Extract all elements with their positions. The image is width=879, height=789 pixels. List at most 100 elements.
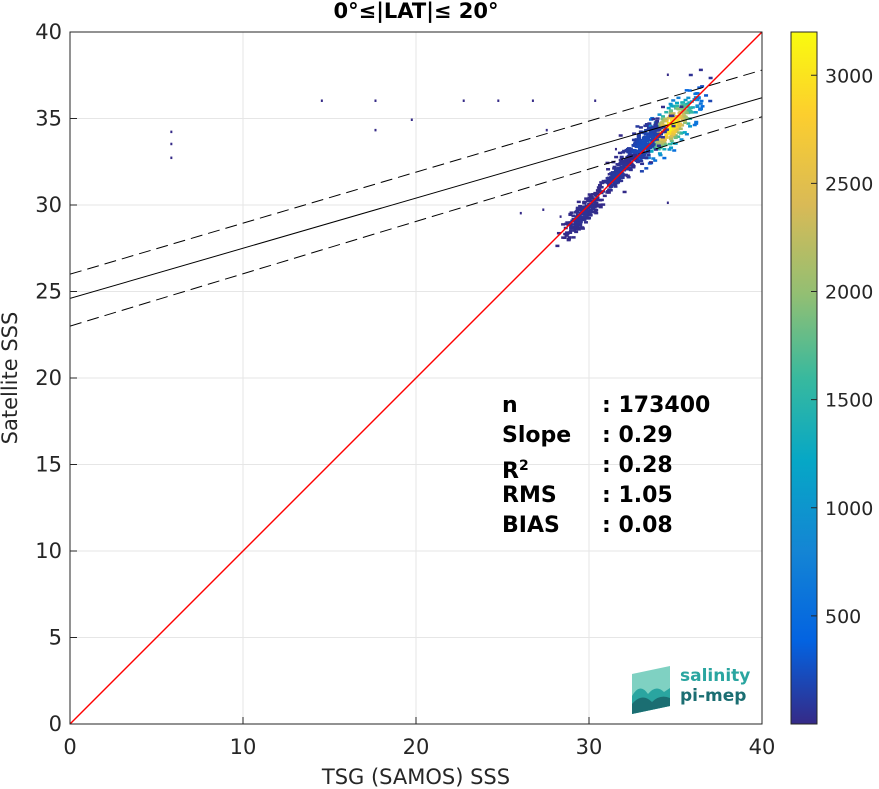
density-cell <box>641 136 646 140</box>
density-cell <box>648 161 653 164</box>
density-cell <box>651 138 656 141</box>
density-cell <box>587 193 592 196</box>
stat-bias-value: : 0.08 <box>602 513 673 538</box>
density-cell <box>657 127 662 130</box>
density-cell <box>684 111 689 115</box>
density-cell <box>660 117 665 121</box>
density-cell <box>648 124 653 128</box>
density-cell <box>668 112 673 115</box>
density-cell <box>568 231 573 234</box>
density-cell <box>669 146 674 149</box>
density-cell <box>662 147 667 151</box>
density-cell <box>646 153 651 157</box>
density-cell <box>637 147 642 151</box>
density-cell <box>596 186 601 189</box>
density-cell <box>687 108 692 112</box>
density-cell <box>593 210 598 214</box>
density-cell <box>668 114 673 118</box>
density-cell <box>614 181 619 185</box>
density-cell <box>647 138 652 142</box>
stat-r2-base: R <box>502 459 519 484</box>
density-cell <box>561 236 566 239</box>
salinity-pimep-logo: salinity pi-mep <box>630 666 760 716</box>
colorbar-tick-label: 1000 <box>825 498 873 520</box>
density-cell <box>644 167 649 170</box>
density-cell <box>625 167 630 171</box>
density-cell <box>598 205 603 209</box>
stat-r2-exponent: 2 <box>518 458 529 474</box>
outlier-point <box>594 99 597 102</box>
density-cell <box>653 145 658 148</box>
density-cell <box>708 99 713 103</box>
outlier-point <box>531 99 534 102</box>
density-cell <box>635 139 640 143</box>
stat-bias-label: BIAS <box>502 513 560 538</box>
density-cell <box>694 122 699 125</box>
density-cell <box>671 112 676 115</box>
y-tick-label: 25 <box>35 280 62 304</box>
density-cell <box>644 143 649 146</box>
x-tick-label: 40 <box>749 735 776 759</box>
density-cell <box>615 173 620 176</box>
density-cell <box>664 133 669 137</box>
density-cell <box>622 159 627 163</box>
density-cell <box>586 199 591 203</box>
density-cell <box>594 208 599 212</box>
density-cell <box>612 167 617 170</box>
density-cell <box>661 105 666 109</box>
wave-logo-icon <box>632 666 670 714</box>
density-cell <box>649 133 654 136</box>
density-heatmap <box>170 68 713 248</box>
density-cell <box>606 191 611 194</box>
stat-slope-value: : 0.29 <box>602 423 673 448</box>
x-tick-label: 20 <box>403 735 430 759</box>
density-cell <box>633 152 638 155</box>
density-cell <box>648 129 653 133</box>
x-tick-label: 0 <box>63 735 76 759</box>
y-tick-label: 40 <box>35 20 62 44</box>
density-cell <box>633 159 638 162</box>
density-cell <box>645 139 650 143</box>
density-cell <box>629 154 634 157</box>
density-cell <box>609 179 614 182</box>
density-cell <box>660 138 665 142</box>
outlier-point <box>497 99 500 102</box>
density-cell <box>666 129 671 133</box>
density-cell <box>595 205 600 208</box>
y-tick-label: 35 <box>35 107 62 131</box>
density-cell <box>638 130 643 133</box>
density-cell <box>622 149 627 153</box>
density-cell <box>646 128 651 131</box>
density-cell <box>623 158 628 161</box>
stat-r2-label: R2 <box>502 450 529 488</box>
density-cell <box>661 130 666 134</box>
density-cell <box>651 157 656 160</box>
density-cell <box>632 148 637 152</box>
density-cell <box>694 120 699 124</box>
density-cell <box>581 206 586 210</box>
density-cell <box>642 153 647 156</box>
density-cell <box>616 177 621 181</box>
density-cell <box>581 215 586 219</box>
density-cell <box>678 123 683 127</box>
density-cell <box>678 127 683 131</box>
y-tick-label: 0 <box>49 712 62 736</box>
density-cell <box>574 230 579 234</box>
stat-rms-value: : 1.05 <box>602 483 673 508</box>
y-tick-label: 15 <box>35 453 62 477</box>
density-cell <box>651 125 656 129</box>
density-cell <box>602 194 607 198</box>
density-cell <box>644 156 649 160</box>
density-cell <box>704 94 709 97</box>
density-cell <box>592 201 597 204</box>
density-cell <box>607 180 612 183</box>
density-cell <box>619 155 624 159</box>
density-cell <box>676 125 681 129</box>
upper-bound-line <box>70 69 762 275</box>
density-cell <box>598 203 603 206</box>
density-cell <box>636 133 641 136</box>
stat-n-label: n <box>502 393 518 418</box>
density-cell <box>628 166 633 170</box>
density-cell <box>656 144 661 148</box>
density-cell <box>614 180 619 183</box>
